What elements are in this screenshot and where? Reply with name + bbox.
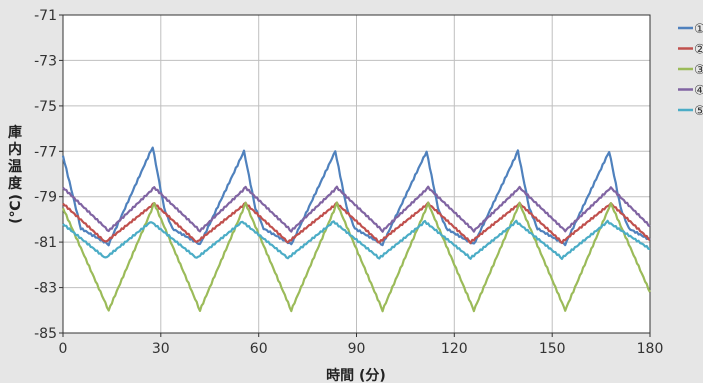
legend-item: ④ <box>678 84 703 99</box>
legend-label: ③ <box>694 63 703 78</box>
y-tick-label: -75 <box>34 99 57 115</box>
x-tick-label: 120 <box>441 341 468 357</box>
y-tick-label: -73 <box>34 53 57 69</box>
y-axis-title-char: 内 <box>8 141 22 158</box>
y-tick-label: -83 <box>34 281 57 297</box>
y-axis-ticks: -85 -83 -81 -79 -77 -75 -73 -71 <box>34 8 63 342</box>
series-lines <box>61 146 651 313</box>
legend-item: ⑤ <box>678 104 703 119</box>
y-tick-label: -71 <box>34 8 57 24</box>
legend-label: ④ <box>694 84 703 99</box>
y-tick-label: -85 <box>34 326 57 342</box>
legend-label: ① <box>694 22 703 37</box>
x-tick-label: 90 <box>348 341 366 357</box>
series-line <box>61 201 651 313</box>
series-line <box>62 201 651 245</box>
x-tick-label: 30 <box>152 341 170 357</box>
y-axis-title-char: 度 <box>8 175 23 192</box>
legend-item: ① <box>678 22 703 37</box>
x-axis-title: 時間 (分) <box>326 367 386 383</box>
x-axis-ticks: 0 30 60 90 120 150 180 <box>59 333 664 357</box>
series-line <box>62 185 651 233</box>
x-tick-label: 0 <box>59 341 68 357</box>
series-line <box>62 219 651 260</box>
y-axis-title-unit: (℃) <box>8 194 24 224</box>
legend-label: ⑤ <box>694 104 703 119</box>
x-tick-label: 150 <box>539 341 566 357</box>
y-tick-label: -77 <box>34 144 57 160</box>
x-tick-label: 60 <box>250 341 268 357</box>
legend: ① ② ③ ④ ⑤ <box>678 22 703 119</box>
y-axis-title-char: 庫 <box>8 124 22 141</box>
y-tick-label: -79 <box>34 190 57 206</box>
y-axis-title-char: 温 <box>8 159 22 175</box>
y-tick-label: -81 <box>34 235 57 251</box>
legend-item: ② <box>678 43 703 58</box>
legend-label: ② <box>694 43 703 58</box>
series-line <box>61 146 651 247</box>
x-tick-label: 180 <box>637 341 664 357</box>
legend-item: ③ <box>678 63 703 78</box>
